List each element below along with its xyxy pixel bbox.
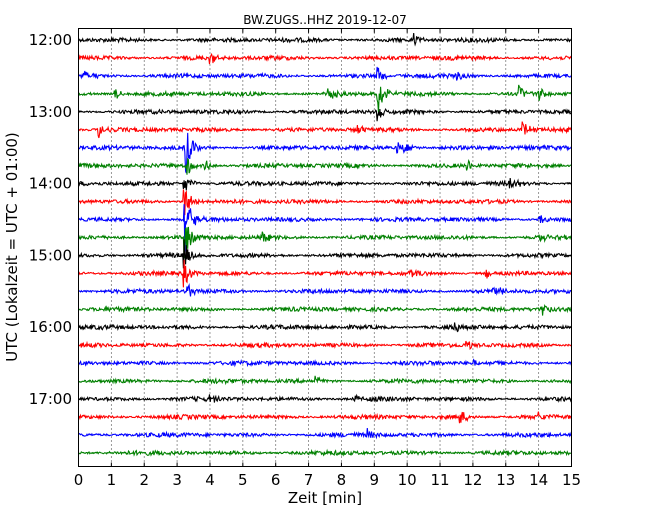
x-tick-label: 8 <box>337 471 347 489</box>
y-axis-label: UTC (Lokalzeit = UTC + 01:00) <box>3 132 21 362</box>
x-tick-label: 4 <box>205 471 215 489</box>
trace-1345 <box>77 157 572 175</box>
chart-title: BW.ZUGS..HHZ 2019-12-07 <box>243 13 406 27</box>
x-tick-label: 15 <box>562 471 581 489</box>
trace-1415 <box>78 189 572 216</box>
trace-1700 <box>78 393 573 403</box>
trace-1315 <box>78 121 572 139</box>
trace-1445 <box>78 226 572 259</box>
trace-1230 <box>78 66 573 81</box>
trace-1200 <box>78 33 573 47</box>
y-tick-label: 12:00 <box>29 31 72 49</box>
x-tick-label: 3 <box>172 471 182 489</box>
x-tick-label: 14 <box>529 471 548 489</box>
y-tick-label: 14:00 <box>29 175 72 193</box>
trace-1245 <box>78 84 572 113</box>
tick-layer: 0 1 2 3 4 5 6 7 8 9 10 11 12 13 14 1512:0013:0014:0015:… <box>29 28 581 489</box>
y-tick-label: 15:00 <box>29 246 72 264</box>
trace-1300 <box>78 107 572 122</box>
y-tick-label: 17:00 <box>29 390 72 408</box>
trace-1745 <box>78 448 572 457</box>
x-tick-label: 6 <box>271 471 281 489</box>
trace-1600 <box>78 322 572 333</box>
x-tick-label: 2 <box>139 471 149 489</box>
x-axis-label: Zeit [min] <box>288 489 362 507</box>
trace-layer <box>77 33 573 457</box>
y-tick-label: 16:00 <box>29 318 72 336</box>
x-tick-label: 11 <box>430 471 449 489</box>
trace-1645 <box>78 375 572 386</box>
plot-frame <box>78 28 572 467</box>
x-tick-label: 0 <box>74 471 84 489</box>
trace-1715 <box>78 411 572 424</box>
x-tick-label: 7 <box>304 471 314 489</box>
x-tick-label: 9 <box>370 471 380 489</box>
x-tick-label: 1 <box>107 471 117 489</box>
x-tick-label: 12 <box>463 471 482 489</box>
trace-1615 <box>78 340 572 351</box>
x-tick-label: 10 <box>398 471 417 489</box>
trace-1215 <box>77 52 573 65</box>
trace-1400 <box>78 178 572 191</box>
trace-1330 <box>78 132 572 174</box>
x-tick-label: 13 <box>496 471 515 489</box>
trace-1500 <box>78 239 572 269</box>
x-tick-label: 5 <box>238 471 248 489</box>
trace-1630 <box>78 358 572 368</box>
y-tick-label: 13:00 <box>29 103 72 121</box>
trace-1430 <box>78 204 573 252</box>
trace-1545 <box>78 304 572 316</box>
trace-1530 <box>78 282 573 297</box>
trace-1515 <box>78 259 572 288</box>
trace-1730 <box>78 428 572 440</box>
